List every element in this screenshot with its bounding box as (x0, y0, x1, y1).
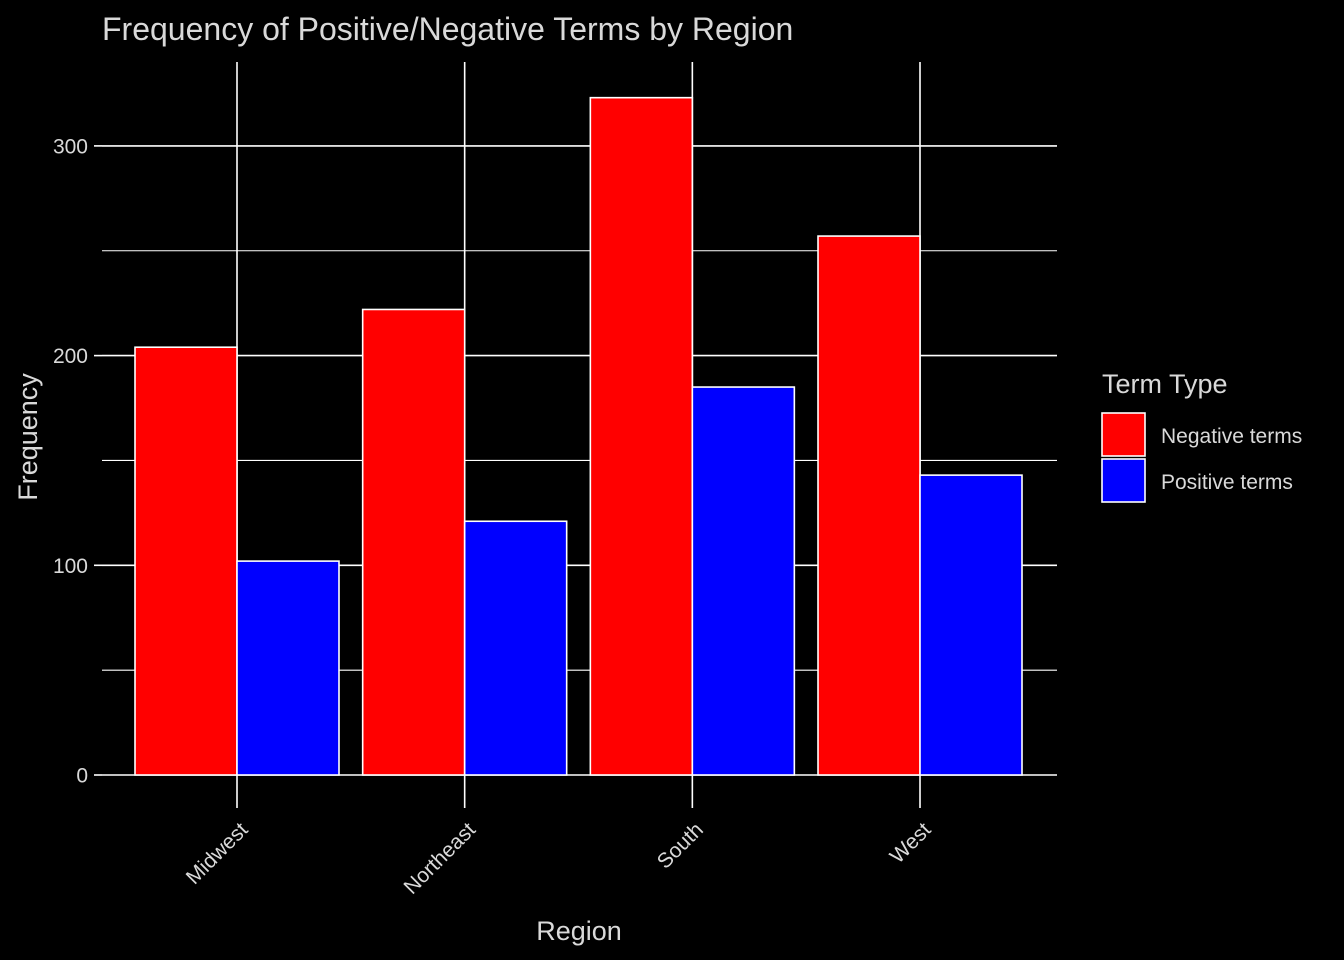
legend-swatch-positive-terms (1101, 458, 1146, 503)
x-tick-label: West (886, 818, 936, 868)
x-tick-label: South (653, 818, 708, 873)
x-axis-title: Region (536, 916, 622, 946)
x-tick-label: Midwest (182, 818, 253, 889)
bar-positive-terms-west (919, 474, 1023, 776)
bar-positive-terms-south (691, 386, 796, 776)
legend: Term Type Negative terms Positive terms (1101, 369, 1302, 503)
bars (134, 96, 1023, 776)
bar-positive-terms-northeast (463, 520, 568, 776)
legend-label: Positive terms (1161, 471, 1293, 494)
chart-title: Frequency of Positive/Negative Terms by … (102, 11, 793, 47)
bar-positive-terms-midwest (236, 560, 340, 776)
y-tick-label: 300 (53, 135, 88, 158)
legend-swatch-negative-terms (1101, 412, 1146, 457)
y-tick-label: 0 (76, 765, 88, 788)
bar-negative-terms-midwest (134, 346, 238, 776)
y-tick-label: 200 (53, 345, 88, 368)
legend-label: Negative terms (1161, 425, 1302, 448)
y-tick-label: 100 (53, 555, 88, 578)
bar-negative-terms-west (817, 235, 921, 776)
bar-negative-terms-northeast (361, 308, 466, 776)
legend-title: Term Type (1102, 369, 1228, 399)
bar-negative-terms-south (589, 96, 694, 776)
y-axis-title: Frequency (13, 373, 43, 501)
x-tick-label: Northeast (400, 818, 481, 899)
